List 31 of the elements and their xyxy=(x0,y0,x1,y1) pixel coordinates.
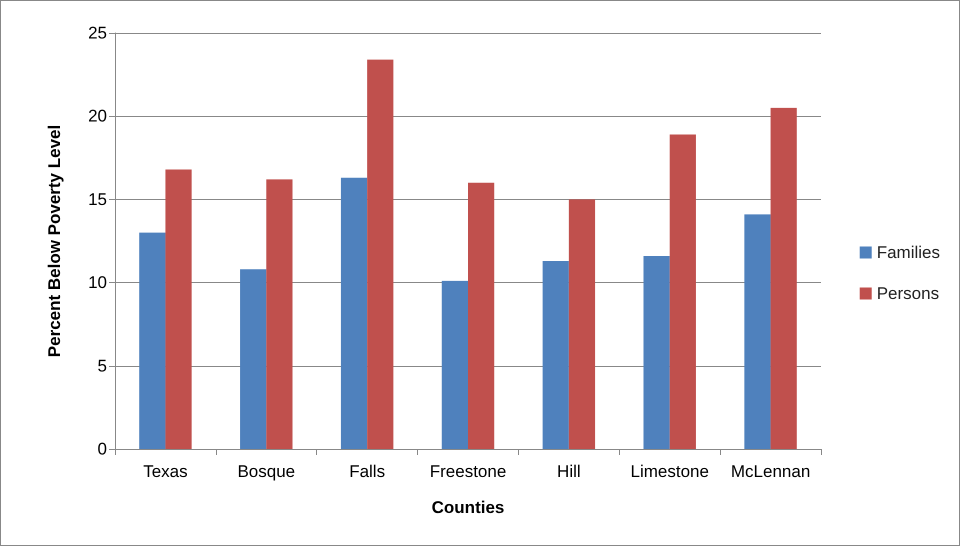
y-tick-label: 0 xyxy=(98,440,107,458)
bar xyxy=(367,60,394,449)
legend-label: Families xyxy=(876,243,940,262)
bar xyxy=(670,134,696,449)
y-tick-label: 5 xyxy=(98,356,107,376)
bar xyxy=(468,182,494,449)
y-tick-label: 25 xyxy=(88,24,107,42)
x-tick-label: Hill xyxy=(557,462,581,481)
y-axis-title: Percent Below Poverty Level xyxy=(45,124,64,358)
x-tick-label: Falls xyxy=(349,462,386,481)
bar xyxy=(139,232,166,449)
bar xyxy=(165,169,192,449)
x-tick-label: Freestone xyxy=(430,462,506,481)
legend-label: Persons xyxy=(876,284,940,303)
y-tick-label: 15 xyxy=(88,190,107,209)
bar xyxy=(744,214,771,449)
bar xyxy=(568,199,596,449)
x-axis-title: Counties xyxy=(432,498,504,517)
bar xyxy=(240,269,266,449)
y-tick-label: 10 xyxy=(88,273,107,292)
x-tick-label: Limestone xyxy=(630,462,709,481)
bar xyxy=(442,280,468,449)
bar xyxy=(643,256,670,449)
bar xyxy=(770,108,797,449)
bar xyxy=(340,178,368,449)
x-tick-label: McLennan xyxy=(730,462,810,481)
bar xyxy=(266,179,293,449)
x-tick-label: Bosque xyxy=(237,462,296,481)
bar xyxy=(542,260,569,449)
x-tick-label: Texas xyxy=(143,462,188,481)
y-tick-label: 20 xyxy=(88,106,107,126)
